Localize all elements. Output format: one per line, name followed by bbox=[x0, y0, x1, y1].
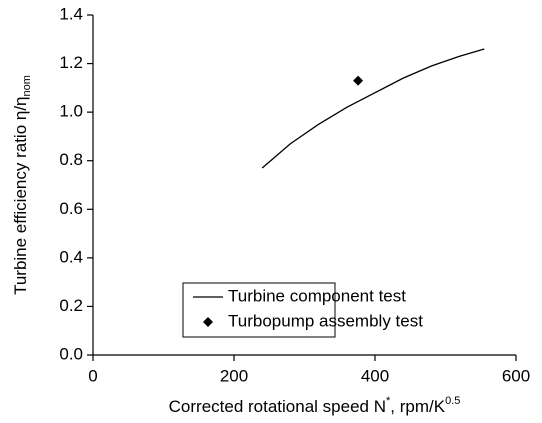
x-axis-label-part: * bbox=[386, 395, 391, 407]
y-tick-label: 1.2 bbox=[59, 53, 83, 72]
x-axis-label: Corrected rotational speed N*, rpm/K0.5 bbox=[169, 395, 461, 417]
x-tick-label: 200 bbox=[220, 366, 248, 385]
legend-label: Turbopump assembly test bbox=[228, 311, 423, 330]
data-point bbox=[353, 75, 364, 86]
x-axis-label-part: Corrected rotational speed N bbox=[169, 397, 386, 416]
x-tick-label: 600 bbox=[502, 366, 530, 385]
data-line bbox=[261, 48, 485, 169]
legend-label: Turbine component test bbox=[228, 286, 406, 305]
y-tick-label: 0.8 bbox=[59, 150, 83, 169]
y-tick-label: 0.4 bbox=[59, 247, 83, 266]
y-tick-label: 0.0 bbox=[59, 344, 83, 363]
x-axis-label-part: , rpm/K bbox=[390, 397, 445, 416]
y-tick-label: 0.6 bbox=[59, 199, 83, 218]
y-axis-label-part: Turbine efficiency ratio η/η bbox=[11, 96, 30, 294]
y-axis-label: Turbine efficiency ratio η/ηnom bbox=[11, 75, 32, 295]
y-tick-label: 0.2 bbox=[59, 296, 83, 315]
x-axis-label-part: 0.5 bbox=[445, 395, 460, 407]
x-tick-label: 400 bbox=[361, 366, 389, 385]
x-tick-label: 0 bbox=[88, 366, 97, 385]
y-tick-label: 1.0 bbox=[59, 102, 83, 121]
legend-box bbox=[182, 282, 336, 338]
legend-marker bbox=[203, 317, 213, 327]
y-tick-label: 1.4 bbox=[59, 4, 83, 23]
y-axis-label-part: nom bbox=[21, 75, 33, 96]
